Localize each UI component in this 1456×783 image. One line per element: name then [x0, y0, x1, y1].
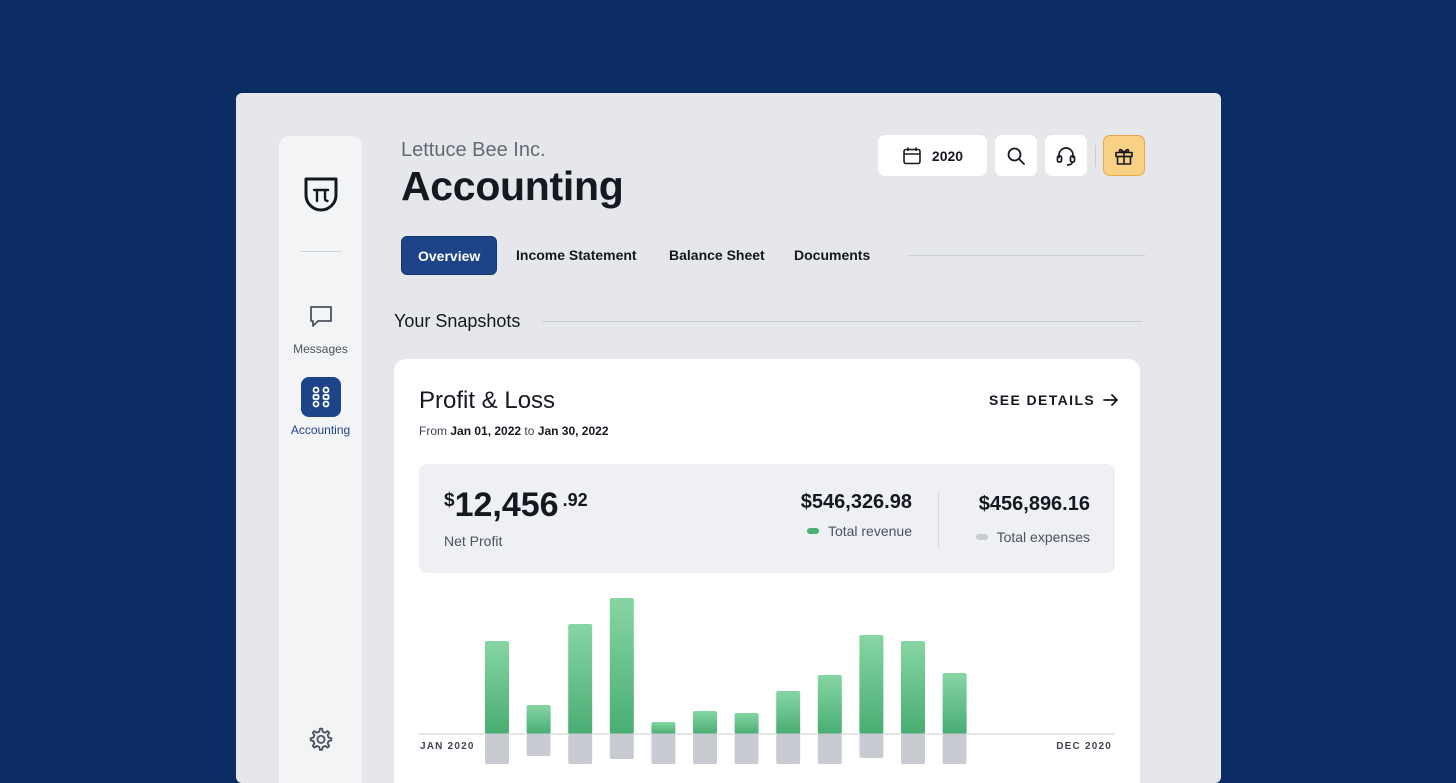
revenue-bar — [734, 713, 759, 734]
card-title: Profit & Loss — [419, 387, 556, 414]
net-profit-whole: 12,456 — [454, 486, 559, 524]
tab-overview[interactable]: Overview — [401, 236, 498, 275]
total-expenses-value: $456,896.16 — [978, 493, 1090, 515]
total-expenses-label: Total expenses — [996, 529, 1090, 545]
gift-button[interactable] — [1103, 135, 1145, 176]
expense-bar — [609, 734, 634, 759]
tab-income-statement[interactable]: Income Statement — [516, 246, 637, 263]
range-mid: to — [524, 424, 535, 438]
expense-bar — [734, 734, 759, 764]
net-profit-value: $12,456.92 — [444, 486, 588, 525]
revenue-bar — [859, 635, 884, 734]
sidebar-item-accounting[interactable]: Accounting — [279, 377, 362, 437]
total-expenses-legend: Total expenses — [975, 529, 1090, 545]
expense-bar — [693, 734, 717, 764]
x-axis-start-label: JAN 2020 — [420, 741, 475, 752]
search-button[interactable] — [995, 135, 1037, 176]
app-window: Messages Accounting Lettuce Bee Inc. Acc… — [236, 93, 1221, 783]
see-details-label: SEE DETAILS — [989, 392, 1096, 408]
expense-bar — [526, 734, 551, 756]
accounting-icon — [300, 377, 341, 417]
total-revenue-legend: Total revenue — [806, 523, 912, 539]
support-button[interactable] — [1045, 135, 1087, 176]
revenue-bar — [651, 722, 676, 734]
profit-loss-chart: JAN 2020 DEC 2020 — [419, 598, 1115, 764]
expense-bar — [942, 734, 967, 764]
arrow-right-icon — [1103, 394, 1119, 406]
expenses-swatch — [975, 534, 988, 540]
expense-bar — [859, 734, 884, 758]
calendar-icon — [903, 147, 921, 164]
sidebar-divider — [300, 251, 341, 252]
revenue-bar — [942, 673, 967, 734]
message-icon — [301, 296, 341, 336]
page-title: Accounting — [401, 163, 624, 209]
sidebar-item-messages[interactable]: Messages — [279, 296, 362, 356]
expense-bar — [817, 734, 842, 764]
profit-loss-card: Profit & Loss SEE DETAILS From Jan 01, 2… — [394, 359, 1140, 783]
revenue-bar — [776, 691, 801, 734]
range-prefix: From — [419, 424, 447, 438]
summary-panel: $12,456.92 Net Profit $546,326.98 Total … — [419, 464, 1115, 573]
gift-icon — [1115, 148, 1133, 165]
section-divider — [542, 321, 1142, 322]
see-details-link[interactable]: SEE DETAILS — [989, 392, 1119, 408]
tab-balance-sheet[interactable]: Balance Sheet — [669, 246, 765, 263]
revenue-bar — [901, 641, 925, 734]
range-end: Jan 30, 2022 — [537, 424, 609, 438]
year-value: 2020 — [931, 147, 964, 164]
expense-bar — [651, 734, 676, 764]
gear-icon[interactable] — [308, 726, 334, 752]
revenue-bar — [526, 705, 551, 734]
expense-bar — [776, 734, 801, 764]
revenue-bar — [693, 711, 717, 734]
date-range: From Jan 01, 2022 to Jan 30, 2022 — [419, 424, 609, 438]
sidebar-item-label: Accounting — [290, 423, 351, 437]
expense-bar — [568, 734, 593, 764]
expense-bar — [901, 734, 925, 764]
summary-divider — [938, 492, 939, 548]
search-icon — [1007, 147, 1025, 165]
revenue-bar — [485, 641, 509, 734]
tabs-divider — [909, 255, 1145, 256]
sidebar: Messages Accounting — [279, 136, 362, 783]
total-revenue-label: Total revenue — [827, 523, 912, 539]
headset-icon — [1056, 146, 1076, 166]
net-profit-label: Net Profit — [444, 533, 503, 549]
total-revenue-value: $546,326.98 — [800, 491, 912, 513]
revenue-swatch — [806, 528, 819, 534]
section-title: Your Snapshots — [394, 311, 521, 331]
revenue-bar — [817, 675, 842, 734]
toolbar-divider — [1095, 145, 1096, 167]
x-axis-end-label: DEC 2020 — [1056, 741, 1112, 752]
range-start: Jan 01, 2022 — [450, 424, 522, 438]
logo-icon — [304, 177, 338, 212]
sidebar-item-label: Messages — [293, 342, 348, 356]
tab-documents[interactable]: Documents — [794, 246, 871, 263]
revenue-bar — [568, 624, 593, 734]
company-name: Lettuce Bee Inc. — [401, 139, 546, 161]
currency-symbol: $ — [444, 490, 455, 511]
revenue-bar — [609, 598, 634, 734]
net-profit-cents: .92 — [562, 490, 588, 510]
year-picker-button[interactable]: 2020 — [878, 135, 987, 176]
expense-bar — [485, 734, 509, 764]
